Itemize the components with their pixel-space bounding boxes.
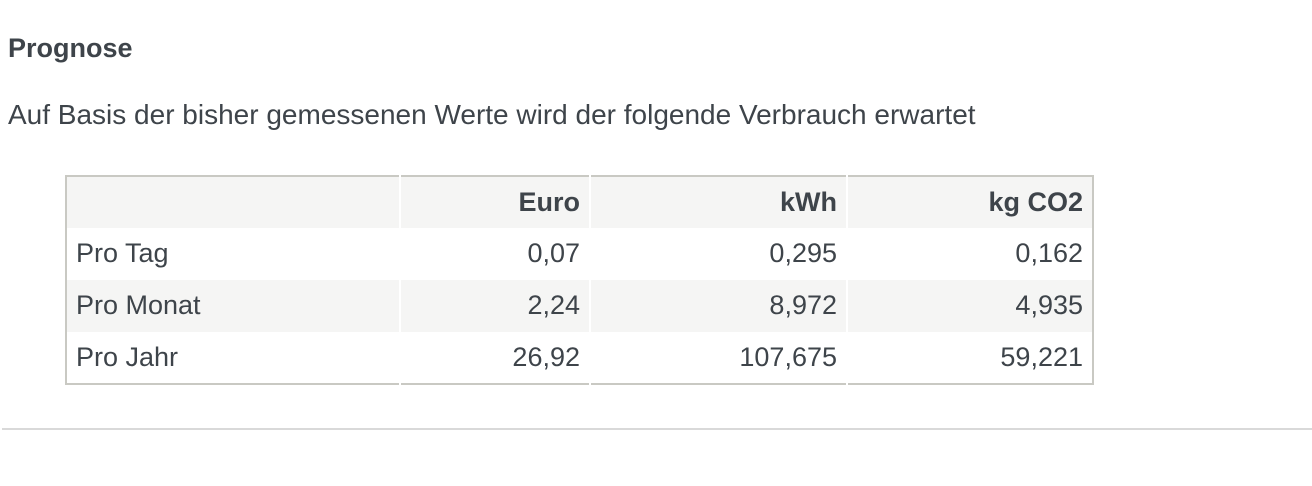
table-row-pro-tag: Pro Tag 0,07 0,295 0,162 <box>66 227 1093 280</box>
column-header-blank <box>66 175 400 228</box>
table-row-pro-jahr: Pro Jahr 26,92 107,675 59,221 <box>66 331 1093 384</box>
cell-kwh: 107,675 <box>589 331 847 384</box>
cell-euro: 0,07 <box>399 227 590 280</box>
forecast-table: Euro kWh kg CO2 Pro Tag 0,07 0,295 0,162… <box>65 174 1094 385</box>
section-description: Auf Basis der bisher gemessenen Werte wi… <box>8 99 976 131</box>
prognose-section: Prognose Auf Basis der bisher gemessenen… <box>2 33 1312 430</box>
cell-euro: 26,92 <box>399 331 590 384</box>
section-divider <box>2 427 1312 430</box>
column-header-kwh: kWh <box>589 175 847 228</box>
table-row-pro-monat: Pro Monat 2,24 8,972 4,935 <box>66 279 1093 332</box>
cell-kwh: 0,295 <box>589 227 847 280</box>
column-header-euro: Euro <box>399 175 590 228</box>
cell-kwh: 8,972 <box>589 279 847 332</box>
cell-kg-co2: 0,162 <box>846 227 1093 280</box>
row-label: Pro Monat <box>66 279 400 332</box>
cell-euro: 2,24 <box>399 279 590 332</box>
column-header-kgco2: kg CO2 <box>846 175 1093 228</box>
page-title: Prognose <box>8 33 133 63</box>
cell-kg-co2: 4,935 <box>846 279 1093 332</box>
table-header-row: Euro kWh kg CO2 <box>66 175 1093 228</box>
cell-kg-co2: 59,221 <box>846 331 1093 384</box>
row-label: Pro Jahr <box>66 331 400 384</box>
row-label: Pro Tag <box>66 227 400 280</box>
